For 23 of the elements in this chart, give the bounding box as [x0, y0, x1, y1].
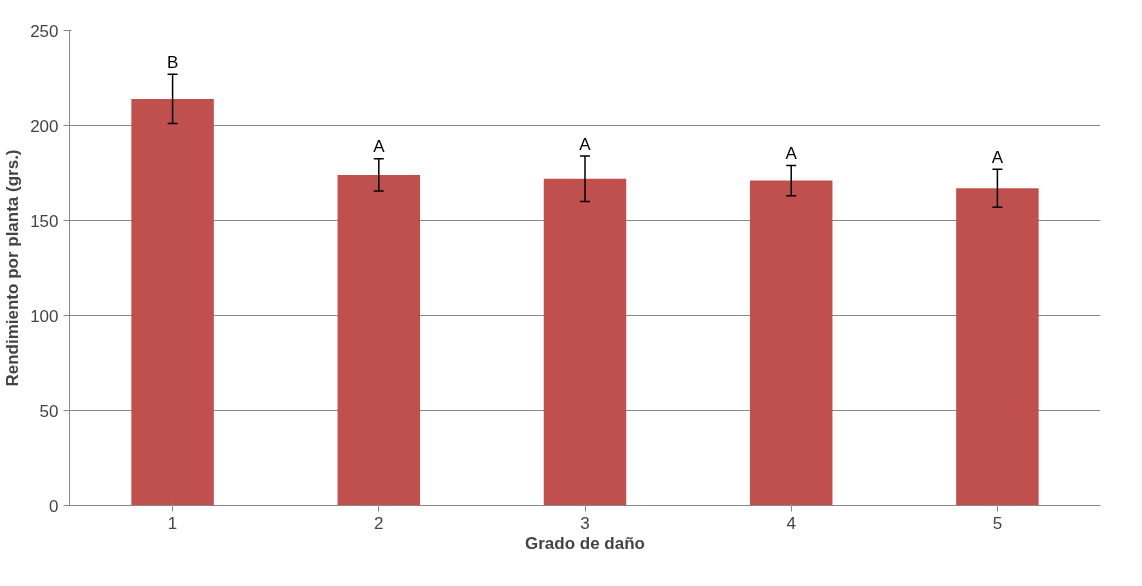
x-tick-label: 5 [992, 513, 1003, 533]
x-axis-title: Grado de daño [525, 533, 645, 553]
y-axis-title: Rendimiento por planta (grs.) [3, 149, 23, 387]
y-tick-label: 250 [30, 21, 59, 41]
annotation: A [579, 134, 592, 154]
bar [543, 178, 627, 506]
y-tick-label: 200 [30, 116, 59, 136]
y-tick-label: 0 [49, 496, 59, 516]
x-tick-label: 2 [374, 513, 384, 533]
x-tick-label: 1 [167, 513, 178, 533]
bar [956, 188, 1039, 506]
bar [749, 180, 833, 506]
bar [131, 98, 214, 506]
y-tick-label: 100 [30, 306, 59, 326]
y-tick-label: 50 [39, 401, 59, 421]
annotation: A [373, 136, 386, 156]
x-tick-label: 3 [580, 513, 590, 533]
annotation: A [991, 148, 1004, 168]
annotation: B [166, 53, 179, 73]
bar [337, 174, 421, 506]
x-tick-label: 4 [786, 513, 796, 533]
y-tick-label: 150 [30, 211, 59, 231]
annotation: A [785, 144, 798, 164]
